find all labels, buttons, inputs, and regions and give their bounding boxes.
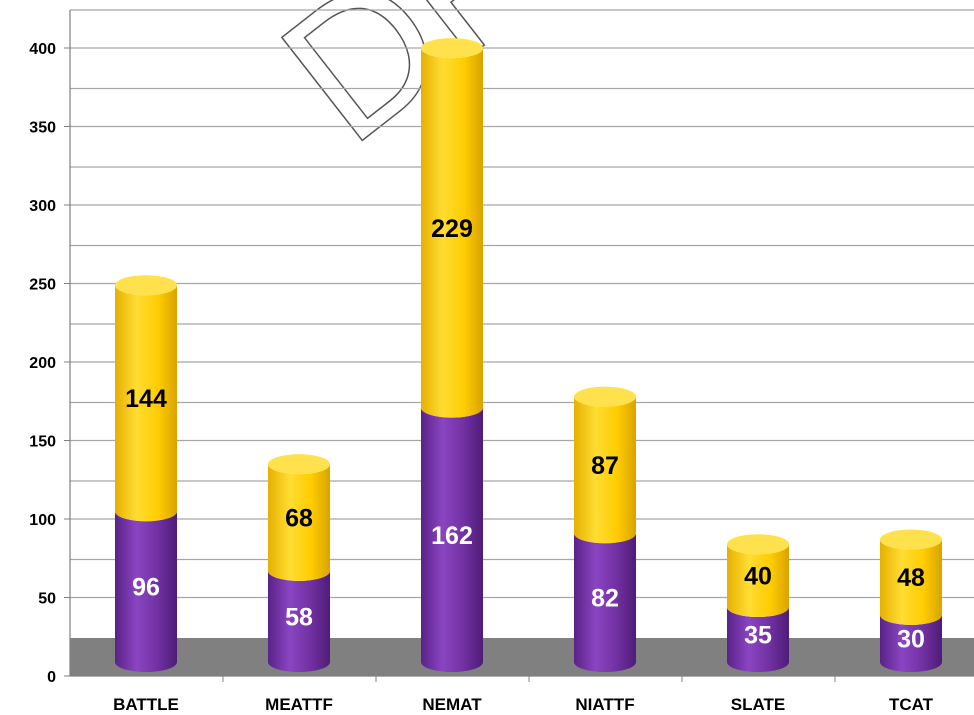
bar-top-tcat [880,529,942,550]
axes: 0 50 100 150 200 250 300 350 400 BATTLE MEATTF NEMA… [29,10,974,714]
y-tick-label-0: 0 [47,669,56,686]
y-tick-label-350: 350 [29,120,56,137]
x-tick-label-tcat: TCAT [889,695,934,714]
x-tick-label-meattf: MEATTF [265,695,333,714]
bar-tcat-series-2 [880,539,942,625]
value-label-slate-series-2: 40 [744,563,772,591]
value-label-niattf-series-1: 82 [591,585,619,613]
x-tick-label-battle: BATTLE [113,695,179,714]
y-tick-label-100: 100 [29,512,56,529]
bar-top-battle [115,275,177,296]
y-tick-label-200: 200 [29,355,56,372]
value-labels: 96 144 58 68 162 229 82 87 35 40 30 48 [125,215,925,654]
y-tick-label-300: 300 [29,198,56,215]
bar-top-meattf [268,454,330,475]
value-label-battle-series-1: 96 [132,574,160,602]
bar-nemat-series-2 [421,48,483,418]
bar-meattf-series-1 [268,570,330,672]
value-label-slate-series-1: 35 [744,622,772,650]
bar-niattf-series-2 [574,396,636,544]
gridlines [70,9,974,599]
bar-niattf-series-1 [574,533,636,672]
bar-battle-series-2 [115,285,177,522]
value-label-meattf-series-1: 58 [285,603,313,631]
bar-top-nemat [421,38,483,59]
watermark: DRAFT [244,0,875,183]
value-label-nemat-series-1: 162 [431,522,473,550]
bar-top-niattf [574,386,636,407]
y-tick-label-50: 50 [38,591,56,608]
x-tick-label-slate: SLATE [731,695,785,714]
value-label-meattf-series-2: 68 [285,505,313,533]
draft-watermark: DRAFT [245,0,875,182]
value-label-niattf-series-2: 87 [591,452,619,480]
bars [115,38,942,672]
value-label-tcat-series-1: 30 [897,625,925,653]
x-tick-label-niattf: NIATTF [575,695,634,714]
y-tick-label-250: 250 [29,277,56,294]
floor-plane [70,638,974,676]
bar-nemat-series-1 [421,407,483,672]
value-label-battle-series-2: 144 [125,385,167,413]
bar-slate-series-1 [727,607,789,672]
y-tick-label-150: 150 [29,434,56,451]
bar-battle-series-1 [115,511,177,672]
x-tick-label-nemat: NEMAT [422,695,482,714]
value-label-nemat-series-2: 229 [431,215,473,243]
bar-top-slate [727,534,789,555]
bar-tcat-series-1 [880,614,942,672]
bar-slate-series-2 [727,544,789,618]
value-label-tcat-series-2: 48 [897,564,925,592]
chart-floor [70,638,974,676]
y-tick-label-400: 400 [29,41,56,58]
bar-meattf-series-2 [268,464,330,581]
